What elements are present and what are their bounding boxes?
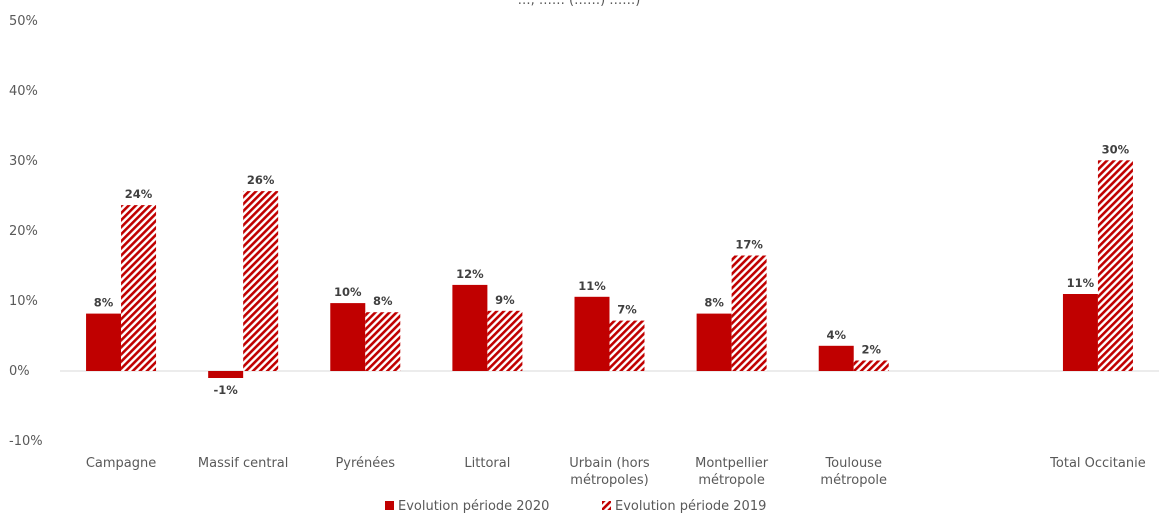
category-label: métropole: [820, 473, 887, 488]
category-label: Total Occitanie: [1049, 456, 1146, 471]
bar-2019: [365, 312, 401, 371]
data-label: 9%: [495, 293, 515, 307]
chart-title: …, …… (……) ……): [518, 0, 641, 8]
bar-2019: [487, 310, 523, 371]
data-label: 17%: [735, 238, 763, 252]
data-label: 2%: [861, 343, 881, 357]
y-tick-label: 40%: [9, 84, 38, 99]
legend-swatch-2019: [602, 501, 611, 510]
data-label: 8%: [94, 296, 114, 310]
y-tick-label: 10%: [9, 294, 38, 309]
data-label: 12%: [456, 267, 484, 281]
bar-2020: [696, 313, 732, 371]
data-label: 26%: [247, 173, 275, 187]
data-label: 11%: [578, 279, 606, 293]
bar-2019: [731, 255, 767, 371]
data-label: 30%: [1102, 142, 1130, 156]
bar-2020: [1062, 294, 1098, 371]
data-label: 4%: [826, 328, 846, 342]
data-label: 24%: [125, 187, 153, 201]
category-label: Urbain (hors: [569, 456, 650, 471]
bar-2019: [609, 320, 645, 371]
legend-label-2019: Evolution période 2019: [615, 499, 766, 514]
y-tick-label: 0%: [9, 364, 30, 379]
data-label: 7%: [617, 303, 637, 317]
category-label: métropole: [698, 473, 765, 488]
data-label: 8%: [373, 294, 393, 308]
category-label: Pyrénées: [335, 456, 395, 471]
bar-2020: [574, 296, 610, 371]
bar-2020: [330, 303, 366, 371]
data-label: 11%: [1067, 276, 1095, 290]
legend: Evolution période 2020 Evolution période …: [385, 499, 766, 514]
data-label: -1%: [214, 383, 239, 397]
legend-label-2020: Evolution période 2020: [398, 499, 549, 514]
data-label: 10%: [334, 285, 362, 299]
y-tick-label: -10%: [9, 434, 43, 449]
bar-2020: [208, 371, 244, 378]
category-label: métropoles): [570, 473, 648, 488]
y-axis: 50% 40% 30% 20% 10% 0% -10%: [9, 14, 43, 449]
category-label: Toulouse: [824, 456, 882, 471]
category-label: Montpellier: [695, 456, 769, 471]
category-label: Campagne: [86, 456, 156, 471]
legend-swatch-2020: [385, 501, 394, 510]
category-label: Littoral: [464, 456, 510, 471]
y-tick-label: 20%: [9, 224, 38, 239]
y-tick-label: 50%: [9, 14, 38, 29]
bar-2019: [121, 205, 157, 371]
bar-2019: [853, 360, 889, 371]
x-axis: Campagne Massif central Pyrénées Littoral Ur…: [86, 456, 1146, 488]
y-tick-label: 30%: [9, 154, 38, 169]
bar-2020: [818, 345, 854, 371]
bar-2020: [86, 313, 122, 371]
bar-2019: [243, 191, 279, 371]
bars: 8% -1% 10% 12% 11% 8% 4% 11% 24% 26% 8% 9% 7% 17% 2% 30…: [60, 142, 1159, 397]
bar-2019: [1097, 160, 1133, 371]
category-label: Massif central: [198, 456, 288, 471]
bar-2020: [452, 284, 488, 371]
data-label: 8%: [704, 296, 724, 310]
